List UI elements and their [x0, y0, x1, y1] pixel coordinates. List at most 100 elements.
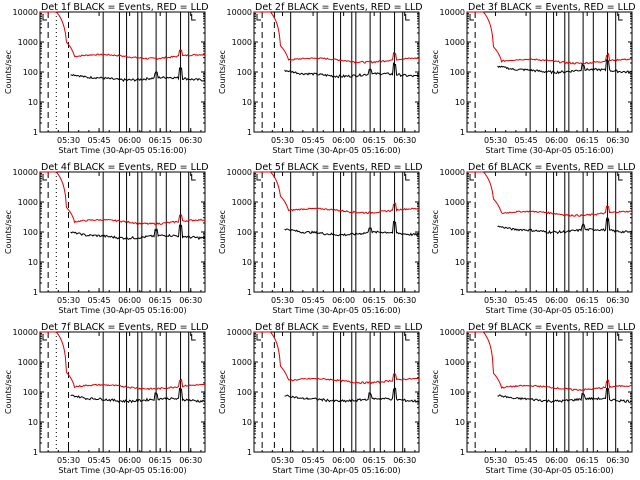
x-axis-label: Start Time (30-Apr-05 05:16:00) [272, 306, 400, 315]
x-tick-label: 05:45 [88, 136, 111, 145]
y-tick-label: 10000 [440, 8, 465, 17]
chart-panel-4: Det 4f BLACK = Events, RED = LLD 1 10 100 10… [4, 162, 209, 315]
y-tick-label: 10 [242, 258, 252, 267]
y-tick-label: 10 [28, 418, 38, 427]
y-tick-label: 1 [247, 288, 252, 297]
y-tick-label: 10 [455, 418, 465, 427]
x-tick-label: 05:45 [515, 136, 538, 145]
x-tick-label: 06:30 [606, 456, 629, 465]
chart-panel-2: Det 2f BLACK = Events, RED = LLD 1 10 100 10… [218, 2, 423, 155]
x-tick-label: 06:30 [179, 136, 202, 145]
y-tick-label: 1000 [18, 38, 38, 47]
corner-bracket [256, 14, 261, 21]
y-tick-label: 1 [33, 288, 38, 297]
y-axis-label: Counts/sec [431, 210, 440, 254]
events-series-line [70, 224, 206, 241]
y-tick-label: 1000 [232, 358, 252, 367]
x-axis-label: Start Time (30-Apr-05 05:16:00) [58, 146, 186, 155]
y-axis-label: Counts/sec [431, 370, 440, 414]
x-tick-label: 06:00 [332, 296, 355, 305]
y-tick-label: 100 [23, 228, 38, 237]
y-tick-label: 1 [33, 448, 38, 457]
x-tick-label: 06:30 [179, 296, 202, 305]
x-tick-label: 06:30 [606, 136, 629, 145]
y-tick-label: 100 [450, 228, 465, 237]
corner-bracket [256, 334, 261, 341]
x-tick-label: 06:15 [149, 136, 172, 145]
lld-series-line [467, 11, 633, 65]
y-tick-label: 100 [23, 388, 38, 397]
x-tick-label: 06:00 [332, 136, 355, 145]
y-tick-label: 1 [33, 128, 38, 137]
lld-series-line [254, 171, 420, 214]
corner-bracket [469, 14, 474, 21]
chart-panel-6: Det 6f BLACK = Events, RED = LLD 1 10 100 10… [431, 162, 636, 315]
corner-bracket [191, 334, 196, 341]
x-tick-label: 06:15 [576, 136, 599, 145]
y-axis-label: Counts/sec [4, 210, 13, 254]
x-tick-label: 06:30 [393, 296, 416, 305]
chart-title: Det 2f BLACK = Events, RED = LLD [255, 2, 423, 13]
x-axis-label: Start Time (30-Apr-05 05:16:00) [485, 146, 613, 155]
x-tick-label: 05:30 [57, 296, 80, 305]
corner-bracket [469, 174, 474, 181]
chart-title: Det 3f BLACK = Events, RED = LLD [468, 2, 636, 13]
x-tick-label: 06:15 [576, 296, 599, 305]
y-tick-label: 1 [460, 448, 465, 457]
x-tick-label: 06:00 [118, 456, 141, 465]
x-tick-label: 05:30 [271, 136, 294, 145]
events-series-line [284, 220, 420, 237]
y-tick-label: 10000 [227, 328, 252, 337]
corner-bracket [405, 334, 410, 341]
y-tick-label: 1000 [18, 198, 38, 207]
y-tick-label: 1000 [232, 38, 252, 47]
y-tick-label: 1000 [18, 358, 38, 367]
events-series-line [70, 387, 206, 404]
corner-bracket [405, 14, 410, 21]
y-tick-label: 1 [247, 448, 252, 457]
chart-panel-3: Det 3f BLACK = Events, RED = LLD 1 10 100 10… [431, 2, 636, 155]
x-tick-label: 06:00 [118, 136, 141, 145]
y-axis-label: Counts/sec [218, 50, 227, 94]
corner-bracket [618, 14, 623, 21]
y-tick-label: 10000 [227, 168, 252, 177]
y-axis-label: Counts/sec [218, 210, 227, 254]
x-tick-label: 05:30 [484, 456, 507, 465]
y-tick-label: 10000 [227, 8, 252, 17]
y-tick-label: 100 [237, 68, 252, 77]
y-tick-label: 1000 [445, 358, 465, 367]
y-tick-label: 10 [28, 258, 38, 267]
y-tick-label: 1000 [445, 38, 465, 47]
chart-panel-7: Det 7f BLACK = Events, RED = LLD 1 10 100 10… [4, 322, 209, 475]
y-tick-label: 10000 [13, 8, 38, 17]
y-tick-label: 1 [460, 288, 465, 297]
y-tick-label: 100 [237, 228, 252, 237]
chart-panel-9: Det 9f BLACK = Events, RED = LLD 1 10 100 10… [431, 322, 636, 475]
x-tick-label: 06:00 [545, 296, 568, 305]
x-tick-label: 05:30 [271, 296, 294, 305]
y-axis-label: Counts/sec [4, 50, 13, 94]
y-tick-label: 100 [23, 68, 38, 77]
chart-panel-1: Det 1f BLACK = Events, RED = LLD 1 10 100 10… [4, 2, 209, 155]
y-axis-label: Counts/sec [431, 50, 440, 94]
lld-series-line [467, 171, 633, 217]
x-axis-label: Start Time (30-Apr-05 05:16:00) [58, 466, 186, 475]
x-tick-label: 06:30 [606, 296, 629, 305]
x-tick-label: 06:15 [149, 296, 172, 305]
x-tick-label: 06:00 [545, 456, 568, 465]
x-tick-label: 05:45 [302, 136, 325, 145]
corner-bracket [42, 14, 47, 21]
corner-bracket [618, 174, 623, 181]
chart-title: Det 6f BLACK = Events, RED = LLD [468, 162, 636, 173]
x-tick-label: 05:45 [88, 456, 111, 465]
x-tick-label: 06:15 [363, 296, 386, 305]
x-tick-label: 06:30 [393, 136, 416, 145]
chart-panel-8: Det 8f BLACK = Events, RED = LLD 1 10 100 10… [218, 322, 423, 475]
chart-title: Det 9f BLACK = Events, RED = LLD [468, 322, 636, 333]
x-tick-label: 05:45 [88, 296, 111, 305]
x-tick-label: 06:15 [363, 456, 386, 465]
y-tick-label: 10 [455, 258, 465, 267]
y-tick-label: 100 [237, 388, 252, 397]
corner-bracket [469, 334, 474, 341]
x-tick-label: 05:30 [57, 136, 80, 145]
